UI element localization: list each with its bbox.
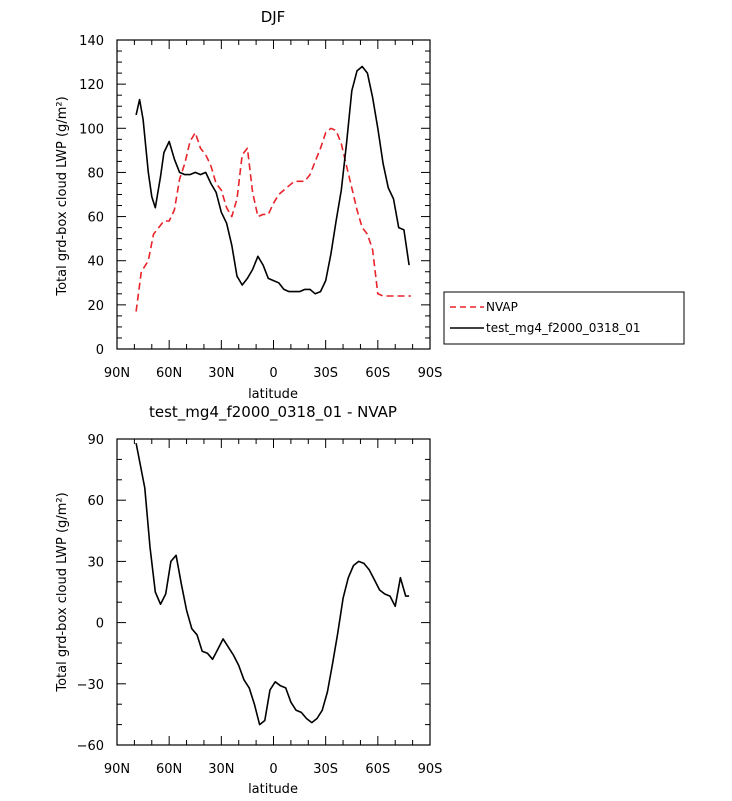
top-panel-title: DJF <box>261 8 286 26</box>
top-series-line-0 <box>135 127 411 312</box>
top-x-tick-label: 90N <box>104 366 130 381</box>
top-x-axis-title: latitude <box>248 387 298 402</box>
top-series-line-1 <box>135 65 410 295</box>
top-x-tick-label: 30S <box>313 366 338 381</box>
bottom-y-tick-label: −30 <box>77 678 104 693</box>
bottom-y-tick-label: 90 <box>87 433 104 448</box>
top-y-tick-label: 100 <box>79 122 104 137</box>
bottom-series-group <box>135 442 410 726</box>
bottom-x-tick-label: 30S <box>313 762 338 777</box>
bottom-y-tick-label: 60 <box>87 494 104 509</box>
top-x-tick-label: 90S <box>418 366 443 381</box>
bottom-y-tick-label: 30 <box>87 555 104 570</box>
bottom-y-axis-title: Total grd-box cloud LWP (g/m²) <box>55 492 70 692</box>
top-series-group <box>135 65 411 312</box>
legend: NVAP test_mg4_f2000_0318_01 <box>443 291 685 345</box>
top-x-tick-label: 60N <box>156 366 182 381</box>
top-y-tick-label: 20 <box>87 299 104 314</box>
top-y-tick-label: 140 <box>79 34 104 49</box>
top-y-tick-label: 60 <box>87 211 104 226</box>
bottom-x-tick-label: 90N <box>104 762 130 777</box>
top-plot-frame <box>116 39 431 350</box>
bottom-y-tick-label: 0 <box>96 617 104 632</box>
legend-label-nvap: NVAP <box>486 300 518 314</box>
bottom-panel-title: test_mg4_f2000_0318_01 - NVAP <box>149 403 397 422</box>
bottom-x-tick-label: 0 <box>269 762 277 777</box>
top-y-tick-label: 40 <box>87 255 104 270</box>
legend-box <box>443 291 685 345</box>
bottom-y-tick-label: −60 <box>77 739 104 754</box>
bottom-series-line-0 <box>135 442 410 726</box>
bottom-x-tick-label: 30N <box>208 762 234 777</box>
top-x-tick-label: 60S <box>365 366 390 381</box>
bottom-axes: 90N 60N 30N 0 30S 60S 90S −60 −30 0 30 60 90 <box>77 433 443 777</box>
top-y-tick-label: 120 <box>79 78 104 93</box>
top-x-tick-label: 30N <box>208 366 234 381</box>
bottom-x-axis-title: latitude <box>248 782 298 797</box>
top-axes: 90N 60N 30N 0 30S 60S 90S 0 20 40 60 80 100 120 140 <box>79 34 442 381</box>
top-y-tick-label: 0 <box>96 343 104 358</box>
top-y-tick-label: 80 <box>87 166 104 181</box>
top-panel: DJF 90N 60N 30N 0 30S 60S 90S 0 20 40 60 80 100 120 14… <box>55 8 442 402</box>
top-x-tick-label: 0 <box>269 366 277 381</box>
bottom-panel: test_mg4_f2000_0318_01 - NVAP 90N 60N 30N 0… <box>55 403 442 797</box>
legend-label-model: test_mg4_f2000_0318_01 <box>486 321 641 335</box>
bottom-x-tick-label: 60N <box>156 762 182 777</box>
bottom-x-tick-label: 60S <box>365 762 390 777</box>
bottom-x-tick-label: 90S <box>418 762 443 777</box>
top-y-axis-title: Total grd-box cloud LWP (g/m²) <box>55 96 70 296</box>
